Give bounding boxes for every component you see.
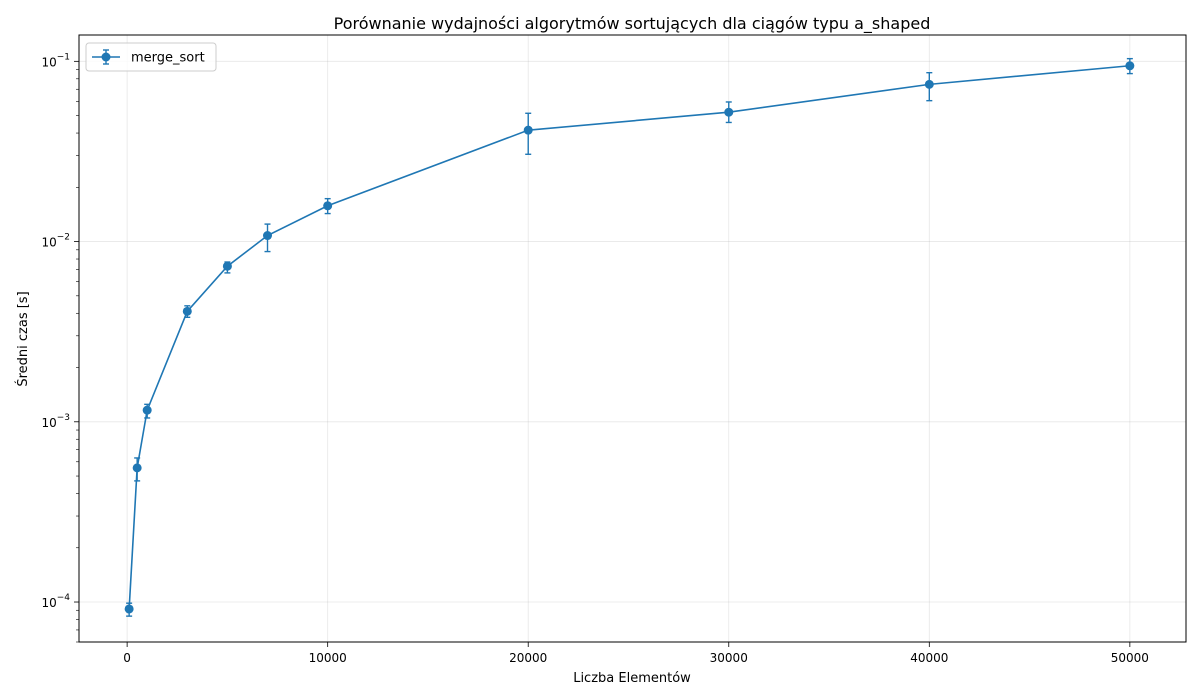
plot-area	[124, 57, 1135, 617]
x-axis: 0 10000 20000 30000 40000 50000	[123, 642, 1149, 665]
y-tick-label-exponent: −4	[57, 593, 71, 603]
data-point	[323, 201, 333, 211]
data-point	[724, 107, 734, 117]
y-tick-label-exponent: −2	[57, 233, 70, 243]
y-tick-label-base: 10	[41, 236, 56, 250]
y-tick-label: 10−2	[41, 233, 70, 250]
x-tick-label: 40000	[910, 651, 948, 665]
x-tick-label: 20000	[509, 651, 547, 665]
y-tick-label: 10−1	[41, 52, 70, 69]
y-tick-label-exponent: −3	[57, 413, 70, 423]
data-point	[124, 604, 134, 614]
y-tick-label-exponent: −1	[57, 52, 70, 62]
x-tick-label: 50000	[1111, 651, 1149, 665]
data-point	[222, 261, 232, 271]
x-tick-label: 10000	[309, 651, 347, 665]
data-point	[1125, 61, 1135, 71]
y-axis: 10−410−310−210−1	[41, 52, 79, 643]
legend-label-merge-sort: merge_sort	[131, 51, 205, 66]
chart-title: Porównanie wydajności algorytmów sortują…	[334, 14, 931, 34]
x-tick-label: 30000	[710, 651, 748, 665]
x-tick-label: 0	[123, 651, 131, 665]
y-tick-label: 10−4	[41, 593, 70, 610]
data-point	[132, 463, 142, 473]
data-point	[142, 405, 152, 415]
legend-frame	[85, 42, 217, 72]
data-point	[924, 79, 934, 89]
y-tick-label-base: 10	[41, 596, 56, 610]
legend: merge_sort	[85, 42, 217, 72]
axes-frame	[78, 34, 1187, 643]
data-point	[523, 125, 533, 135]
y-tick-label-base: 10	[41, 416, 56, 430]
legend-swatch-marker	[101, 52, 111, 62]
y-tick-label-base: 10	[41, 55, 56, 69]
y-tick-label: 10−3	[41, 413, 70, 430]
x-axis-label: Liczba Elementów	[573, 671, 691, 686]
y-axis-label: Średni czas [s]	[15, 291, 31, 386]
data-point	[182, 306, 192, 316]
data-point	[263, 231, 273, 241]
